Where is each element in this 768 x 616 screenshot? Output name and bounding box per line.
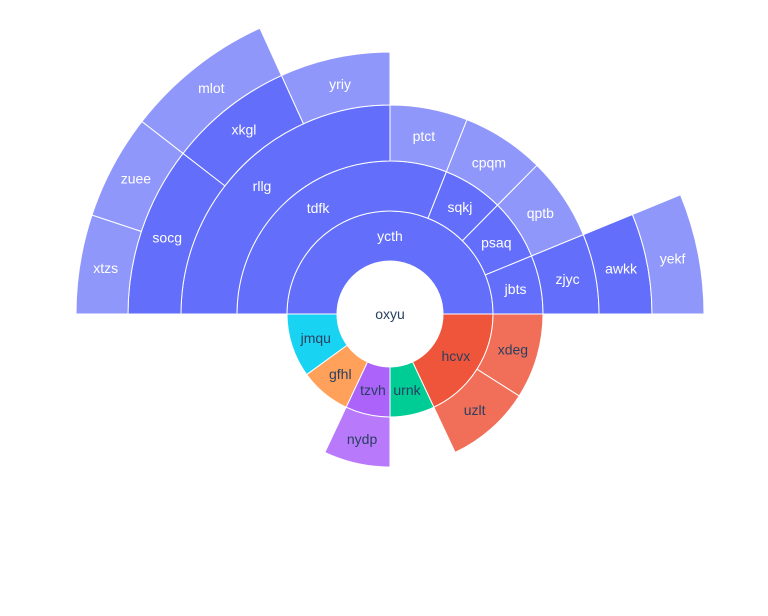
label-uzlt: uzlt bbox=[464, 402, 486, 418]
label-urnk: urnk bbox=[393, 382, 421, 398]
label-hcvx: hcvx bbox=[441, 348, 470, 364]
label-qptb: qptb bbox=[527, 205, 554, 221]
label-xdeg: xdeg bbox=[498, 342, 528, 358]
sector-uzlt[interactable] bbox=[433, 368, 520, 454]
label-jbts: jbts bbox=[504, 281, 527, 297]
sector-xtzs[interactable] bbox=[75, 214, 142, 315]
sector-gfhl[interactable] bbox=[305, 344, 369, 408]
label-zuee: zuee bbox=[121, 170, 152, 186]
sector-nydp[interactable] bbox=[324, 406, 391, 468]
label-sqkj: sqkj bbox=[447, 199, 472, 215]
label-mlot: mlot bbox=[198, 80, 225, 96]
label-cpqm: cpqm bbox=[472, 154, 506, 170]
label-tzvh: tzvh bbox=[360, 382, 386, 398]
label-yekf: yekf bbox=[660, 250, 686, 266]
sector-xdeg[interactable] bbox=[476, 313, 544, 397]
root-center bbox=[337, 261, 443, 367]
label-jmqu: jmqu bbox=[300, 330, 331, 346]
label-gfhl: gfhl bbox=[329, 366, 352, 382]
label-ycth: ycth bbox=[377, 228, 403, 244]
label-yriy: yriy bbox=[329, 76, 351, 92]
label-xkgl: xkgl bbox=[231, 121, 256, 137]
label-rllg: rllg bbox=[253, 178, 272, 194]
label-nydp: nydp bbox=[347, 431, 378, 447]
label-ptct: ptct bbox=[413, 128, 436, 144]
label-xtzs: xtzs bbox=[93, 260, 118, 276]
label-socg: socg bbox=[152, 230, 182, 246]
label-psaq: psaq bbox=[481, 235, 511, 251]
label-zjyc: zjyc bbox=[556, 271, 580, 287]
sector-yekf[interactable] bbox=[631, 194, 705, 315]
label-awkk: awkk bbox=[605, 260, 638, 276]
root-label: oxyu bbox=[375, 306, 405, 322]
label-tdfk: tdfk bbox=[307, 200, 331, 216]
